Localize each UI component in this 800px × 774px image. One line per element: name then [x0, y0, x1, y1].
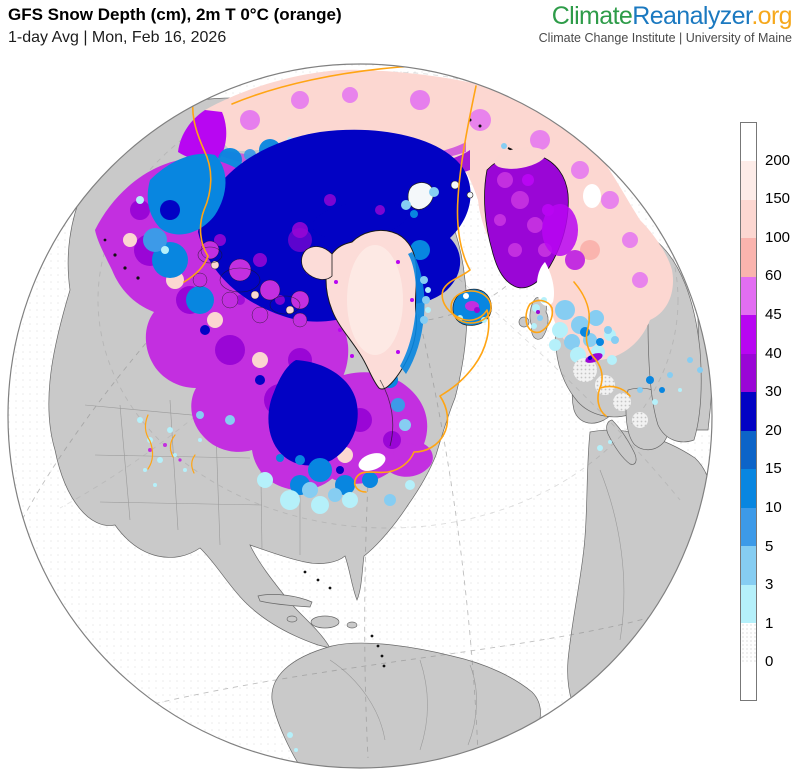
cuba: [257, 594, 313, 608]
legend-color-segment: [741, 584, 756, 624]
puerto-rico: [346, 621, 358, 629]
africa-land: [567, 429, 712, 730]
arctic-archipelago: [192, 240, 310, 328]
brand-tagline: Climate Change Institute | University of…: [538, 31, 792, 46]
legend-tick-label: 30: [765, 383, 782, 401]
legend-color-segment: [741, 199, 756, 239]
legend-colorbar: [740, 122, 757, 701]
legend-tick-label: 45: [765, 306, 782, 323]
legend-tick-label: 150: [765, 190, 791, 208]
chukotka-snow: [178, 110, 227, 160]
europe-snow: [531, 297, 648, 428]
baltic-sea: [536, 262, 555, 306]
legend-color-segment: [741, 161, 756, 200]
page-subtitle: 1-day Avg | Mon, Feb 16, 2026: [8, 29, 227, 46]
legend-color-segment: [741, 315, 756, 354]
legend-tick-label: 10: [765, 499, 782, 516]
legend-color-segment: [741, 661, 756, 701]
legend-color-segment: [741, 507, 756, 547]
island-outlines: [197, 246, 394, 447]
legend-color-segment: [741, 430, 756, 470]
logo-part2: Reanalyzer: [632, 2, 752, 30]
header: GFS Snow Depth (cm), 2m T 0°C (orange) 1…: [8, 5, 342, 47]
page-title: GFS Snow Depth (cm), 2m T 0°C (orange): [8, 5, 342, 24]
scandinavia-snow: [484, 147, 585, 306]
legend-color-segment: [741, 469, 756, 508]
snow-depth-legend: 200 150 100 60 45 40 30 20 15 10 5 3 1 0: [740, 122, 798, 702]
legend-tick-label: 15: [765, 460, 782, 478]
legend-color-segment: [741, 123, 756, 162]
white-sea: [583, 184, 601, 208]
rockies-snow: [137, 411, 235, 487]
legend-tick-label: 60: [765, 267, 782, 285]
legend-tick-label: 5: [765, 537, 774, 555]
legend-tick-label: 0: [765, 653, 774, 671]
svalbard-islands: [401, 180, 474, 218]
bering-sea-ice: [136, 153, 226, 254]
snow-raster: [95, 69, 703, 752]
legend-tick-label: 200: [765, 151, 791, 169]
italy-land: [606, 419, 637, 465]
gulf-st-lawrence: [358, 453, 386, 471]
hudson-bay-ice: [268, 360, 358, 466]
legend-tick-label: 20: [765, 421, 782, 439]
legend-color-segment: [741, 276, 756, 316]
logo-part1: Climate: [551, 2, 633, 30]
legend-color-segment: [741, 623, 756, 662]
jamaica: [286, 615, 298, 623]
greenland: [301, 229, 431, 390]
legend-tick-labels: 200 150 100 60 45 40 30 20 15 10 5 3 1 0: [765, 122, 799, 701]
east-greenland-ice: [400, 252, 425, 374]
legend-color-segment: [741, 238, 756, 277]
hispaniola: [310, 615, 340, 629]
logo-part3: .org: [751, 2, 792, 30]
legend-color-segment: [741, 353, 756, 393]
northeast-us-snow: [257, 458, 415, 514]
globe-rim: [7, 63, 713, 769]
legend-tick-label: 100: [765, 228, 791, 246]
legend-tick-label: 40: [765, 344, 782, 362]
brand-logo[interactable]: ClimateReanalyzer.org Climate Change Ins…: [538, 2, 793, 46]
andes-snow: [287, 732, 293, 738]
legend-color-segment: [741, 546, 756, 585]
brand-wordmark[interactable]: ClimateReanalyzer.org: [539, 2, 793, 30]
legend-tick-label: 1: [765, 614, 774, 632]
legend-tick-label: 3: [765, 576, 774, 594]
legend-color-segment: [741, 392, 756, 431]
caucasus-snow: [597, 357, 703, 451]
